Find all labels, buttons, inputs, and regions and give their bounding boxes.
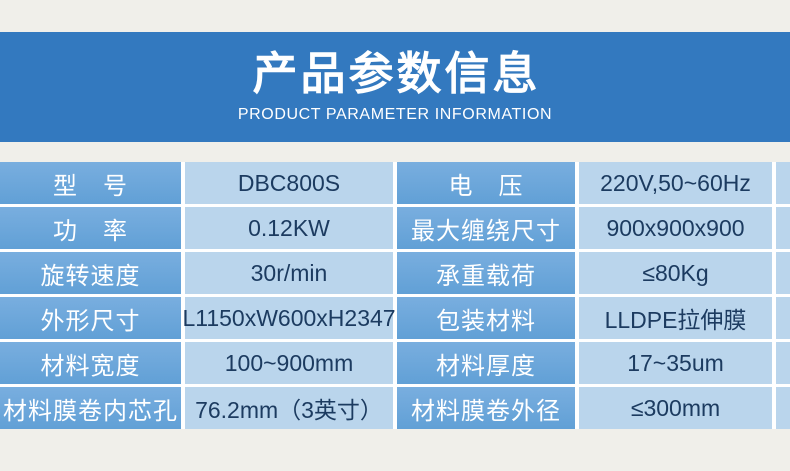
right-edge-sliver [776,342,790,384]
param-label-dimensions: 外形尺寸 [0,297,181,339]
param-label-rotation-speed: 旋转速度 [0,252,181,294]
param-value-material-thickness: 17~35um [579,342,772,384]
banner-title: 产品参数信息 [252,48,541,99]
param-label-model: 型 号 [0,162,181,204]
param-value-packing-material: LLDPE拉伸膜 [579,297,772,339]
right-edge-sliver [776,387,790,429]
table-row: 外形尺寸 L1150xW600xH2347 包装材料 LLDPE拉伸膜 [0,297,790,339]
right-edge-sliver [776,162,790,204]
table-row: 功 率 0.12KW 最大缠绕尺寸 900x900x900 [0,207,790,249]
param-value-rotation-speed: 30r/min [185,252,393,294]
param-value-model: DBC800S [185,162,393,204]
param-value-core-inner-diameter: 76.2mm（3英寸） [185,387,393,429]
table-row: 材料宽度 100~900mm 材料厚度 17~35um [0,342,790,384]
param-label-voltage: 电 压 [397,162,575,204]
table-row: 型 号 DBC800S 电 压 220V,50~60Hz [0,162,790,204]
param-value-voltage: 220V,50~60Hz [579,162,772,204]
param-value-roll-outer-diameter: ≤300mm [579,387,772,429]
param-label-load-capacity: 承重载荷 [397,252,575,294]
param-label-roll-outer-diameter: 材料膜卷外径 [397,387,575,429]
param-label-core-inner-diameter: 材料膜卷内芯孔 [0,387,181,429]
right-edge-sliver [776,297,790,339]
param-label-max-wrap-size: 最大缠绕尺寸 [397,207,575,249]
param-value-max-wrap-size: 900x900x900 [579,207,772,249]
param-value-power: 0.12KW [185,207,393,249]
param-label-material-thickness: 材料厚度 [397,342,575,384]
param-value-load-capacity: ≤80Kg [579,252,772,294]
right-edge-sliver [776,252,790,294]
table-row: 材料膜卷内芯孔 76.2mm（3英寸） 材料膜卷外径 ≤300mm [0,387,790,429]
right-edge-sliver [776,207,790,249]
param-value-material-width: 100~900mm [185,342,393,384]
param-value-dimensions: L1150xW600xH2347 [182,297,396,339]
banner-subtitle: PRODUCT PARAMETER INFORMATION [237,106,553,123]
param-label-power: 功 率 [0,207,181,249]
product-parameter-banner: 产品参数信息 PRODUCT PARAMETER INFORMATION [0,32,790,142]
param-label-material-width: 材料宽度 [0,342,181,384]
param-label-packing-material: 包装材料 [397,297,575,339]
table-row: 旋转速度 30r/min 承重载荷 ≤80Kg [0,252,790,294]
parameter-table: 型 号 DBC800S 电 压 220V,50~60Hz 功 率 0.12KW … [0,162,790,429]
